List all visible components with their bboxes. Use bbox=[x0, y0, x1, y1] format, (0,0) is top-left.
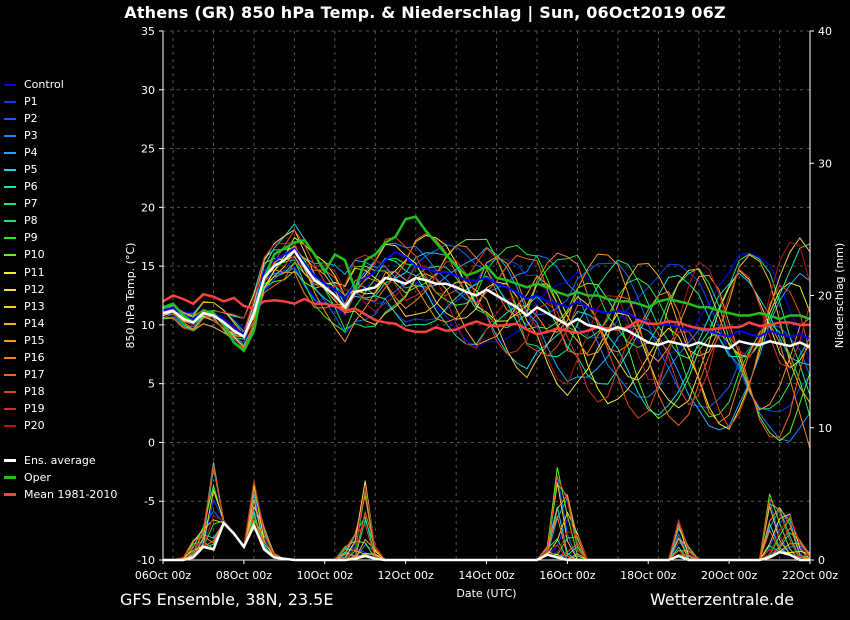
footer-source: Wetterzentrale.de bbox=[650, 590, 795, 609]
x-tick-label: 08Oct 00z bbox=[216, 569, 273, 582]
legend-label: P14 bbox=[24, 316, 45, 330]
legend-swatch bbox=[4, 458, 16, 462]
temp-line-p4 bbox=[162, 246, 811, 431]
y-tick-label: 5 bbox=[148, 378, 155, 391]
legend-swatch bbox=[4, 254, 16, 257]
legend-swatch bbox=[4, 169, 16, 172]
y-tick-label: 0 bbox=[148, 436, 155, 449]
y2-tick-label: 0 bbox=[818, 554, 825, 567]
y2-tick-label: 30 bbox=[818, 157, 832, 170]
legend-label: P18 bbox=[24, 384, 45, 398]
y2-axis-label: Niederschlag (mm) bbox=[833, 243, 846, 348]
legend-label: P15 bbox=[24, 333, 45, 347]
legend-label: P3 bbox=[24, 129, 38, 143]
legend-label: Control bbox=[24, 78, 64, 91]
legend-label: P2 bbox=[24, 112, 38, 126]
legend-label: P4 bbox=[24, 146, 38, 160]
legend-swatch bbox=[4, 152, 16, 155]
temp-line-p19 bbox=[162, 242, 811, 406]
legend-label: P8 bbox=[24, 214, 38, 228]
legend-label: Ens. average bbox=[24, 453, 96, 467]
temp-line-p11 bbox=[162, 234, 811, 430]
y-tick-label: 15 bbox=[141, 260, 155, 273]
x-tick-label: 22Oct 00z bbox=[782, 569, 839, 582]
legend-swatch bbox=[4, 476, 16, 480]
legend-label: Mean 1981-2010 bbox=[24, 488, 118, 502]
temp-line-ens-average bbox=[162, 248, 811, 350]
precip-line-p13 bbox=[163, 482, 811, 561]
x-tick-label: 16Oct 00z bbox=[539, 569, 596, 582]
y-tick-label: -10 bbox=[137, 554, 155, 567]
legend-swatch bbox=[4, 237, 16, 240]
y-tick-label: 20 bbox=[141, 201, 155, 214]
y2-tick-label: 10 bbox=[818, 422, 832, 435]
legend-label: P6 bbox=[24, 180, 38, 194]
temperature-layer bbox=[162, 215, 811, 449]
legend-swatch bbox=[4, 305, 16, 308]
legend-swatch bbox=[4, 373, 16, 376]
y-tick-label: -5 bbox=[144, 495, 155, 508]
legend-swatch bbox=[4, 390, 16, 393]
legend-swatch bbox=[4, 339, 16, 342]
axis-layer: -10 -5 0 5 10 15 20 25 30 35 0 10 20 30 40 06Oct 00z 08O… bbox=[124, 25, 846, 600]
legend-swatch bbox=[4, 220, 16, 223]
legend-label: P16 bbox=[24, 350, 45, 364]
x-tick-label: 18Oct 00z bbox=[620, 569, 677, 582]
x-tick-label: 10Oct 00z bbox=[297, 569, 354, 582]
legend-label: P1 bbox=[24, 95, 38, 109]
precipitation-layer bbox=[163, 462, 811, 562]
legend-label: P9 bbox=[24, 231, 38, 245]
temp-line-mean-1981-2010 bbox=[162, 292, 810, 336]
legend-swatch bbox=[4, 424, 16, 427]
temp-line-p20 bbox=[162, 241, 811, 385]
x-axis-label: Date (UTC) bbox=[456, 587, 516, 600]
legend-swatch bbox=[4, 101, 16, 104]
legend-swatch bbox=[4, 288, 16, 291]
legend-label: Oper bbox=[24, 471, 51, 485]
x-tick-label: 06Oct 00z bbox=[135, 569, 192, 582]
temp-line-oper bbox=[162, 215, 811, 353]
legend-swatch bbox=[4, 322, 16, 325]
y2-tick-label: 20 bbox=[818, 290, 832, 303]
legend-swatch bbox=[4, 118, 16, 121]
precip-line-p14 bbox=[163, 499, 811, 561]
y-tick-label: 35 bbox=[141, 25, 155, 38]
y-tick-label: 30 bbox=[141, 84, 155, 97]
temp-line-p10 bbox=[162, 238, 811, 442]
legend-swatch bbox=[4, 186, 16, 189]
legend-swatch bbox=[4, 407, 16, 410]
precip-line-control bbox=[163, 481, 811, 561]
legend-label: P5 bbox=[24, 163, 38, 177]
legend-swatch bbox=[4, 203, 16, 206]
legend-label: P13 bbox=[24, 299, 45, 313]
legend-label: P12 bbox=[24, 282, 45, 296]
legend-label: P19 bbox=[24, 401, 45, 415]
legend-label: P10 bbox=[24, 248, 45, 262]
legend-label: P20 bbox=[24, 418, 45, 432]
legend-swatch bbox=[4, 493, 16, 497]
legend-label: P17 bbox=[24, 367, 45, 381]
legend-label: P7 bbox=[24, 197, 38, 211]
x-tick-label: 12Oct 00z bbox=[377, 569, 434, 582]
y-axis-label: 850 hPa Temp. (°C) bbox=[124, 243, 137, 349]
y-tick-label: 25 bbox=[141, 143, 155, 156]
chart-title: Athens (GR) 850 hPa Temp. & Niederschlag… bbox=[124, 3, 726, 22]
temp-line-p17 bbox=[162, 233, 811, 438]
legend-swatch bbox=[4, 356, 16, 359]
temp-line-control bbox=[162, 252, 811, 365]
temp-line-p14 bbox=[162, 249, 811, 403]
y-tick-label: 10 bbox=[141, 319, 155, 332]
temp-line-p5 bbox=[162, 223, 811, 416]
legend-swatch bbox=[4, 84, 16, 86]
legend-label: P11 bbox=[24, 265, 45, 279]
legend-swatch bbox=[4, 271, 16, 274]
x-tick-label: 14Oct 00z bbox=[458, 569, 515, 582]
y2-tick-label: 40 bbox=[818, 25, 832, 38]
legend-swatch bbox=[4, 135, 16, 138]
temp-line-p12 bbox=[162, 229, 811, 409]
x-tick-label: 20Oct 00z bbox=[701, 569, 758, 582]
footer-model-info: GFS Ensemble, 38N, 23.5E bbox=[120, 590, 334, 609]
